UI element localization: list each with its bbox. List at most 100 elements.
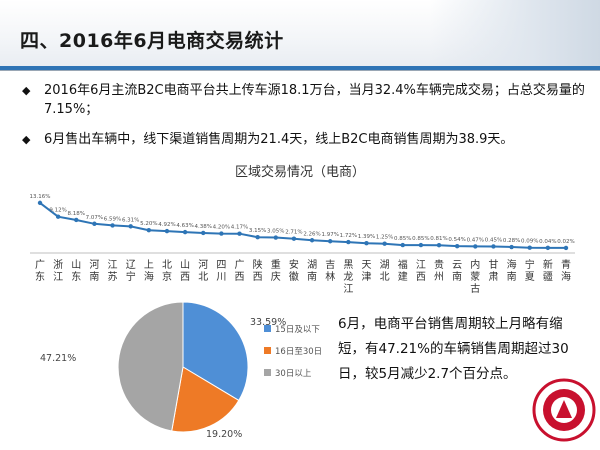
x-tick-label: 江西 <box>416 259 426 283</box>
data-label: 4.92% <box>158 222 175 228</box>
bullet-text-2: 6月售出车辆中，线下渠道销售周期为21.4天，线上B2C电商销售周期为38.9天… <box>44 132 514 147</box>
legend-swatch <box>264 325 271 332</box>
data-point <box>201 230 206 236</box>
pie-value-labels: 33.59% 19.20% 47.21% <box>40 317 286 440</box>
data-label: 1.97% <box>321 232 338 238</box>
data-label: 0.09% <box>521 239 538 245</box>
data-label: 0.54% <box>448 237 465 243</box>
x-tick-label: 江苏 <box>108 259 118 283</box>
pie-slice <box>117 301 184 432</box>
line-markers <box>37 200 569 251</box>
data-point <box>255 235 260 240</box>
data-point <box>454 243 460 249</box>
data-point <box>509 244 514 250</box>
university-seal-logo <box>532 378 596 442</box>
data-point <box>328 239 333 244</box>
x-tick-label: 海南 <box>507 258 517 283</box>
data-point <box>146 227 152 233</box>
header-decoration <box>430 0 600 66</box>
data-point <box>237 231 242 236</box>
data-label: 3.15% <box>249 228 266 234</box>
data-label: 0.02% <box>557 239 574 245</box>
data-point <box>74 217 79 223</box>
x-tick-label: 浙江 <box>53 259 63 283</box>
data-label: 0.81% <box>430 236 447 242</box>
data-point <box>436 243 442 248</box>
data-label: 0.47% <box>467 237 484 243</box>
data-label: 1.39% <box>358 234 375 240</box>
data-label: 13.16% <box>30 194 51 200</box>
x-tick-label: 四川 <box>216 260 226 283</box>
x-tick-label: 贵州 <box>434 258 444 283</box>
data-point <box>346 239 351 245</box>
data-point <box>400 242 405 248</box>
sales-cycle-pie-chart: 33.59% 19.20% 47.21% 15日及以下 16日至30日 30日以上 <box>40 301 322 440</box>
legend-swatch <box>264 369 271 376</box>
header-banner <box>0 0 600 66</box>
x-tick-label: 广东 <box>35 259 45 283</box>
data-point <box>491 244 496 249</box>
x-tick-label: 宁夏 <box>525 258 535 283</box>
data-label: 8.18% <box>68 211 85 217</box>
title-underline <box>0 66 600 70</box>
data-point <box>418 242 424 248</box>
data-label: 6.59% <box>104 216 121 222</box>
x-tick-label: 上海 <box>144 259 154 283</box>
page-title: 四、2016年6月电商交易统计 <box>20 30 284 52</box>
data-label: 0.28% <box>503 238 520 244</box>
legend-label: 15日及以下 <box>275 325 320 335</box>
line-x-tick-labels: 广东浙江山东河南江苏辽宁上海北京山西河北四川广西陕西重庆安徽湖南吉林黑龙江天津湖… <box>35 258 571 295</box>
data-point <box>473 244 478 249</box>
line-series <box>39 202 566 249</box>
data-point <box>219 231 224 236</box>
data-label: 4.38% <box>194 224 211 230</box>
data-point <box>110 223 115 228</box>
diamond-bullet-icon: ◆ <box>22 133 31 146</box>
x-tick-label: 甘肃 <box>488 258 498 283</box>
data-label: 2.71% <box>285 230 302 236</box>
x-tick-label: 湖南 <box>307 259 317 283</box>
x-tick-label: 河北 <box>198 259 208 283</box>
data-label: 4.17% <box>231 225 248 231</box>
data-label: 6.31% <box>122 217 139 223</box>
legend-label: 30日以上 <box>275 369 312 379</box>
pie-value-label: 33.59% <box>250 317 286 328</box>
series-line <box>39 202 566 249</box>
data-point <box>37 200 43 206</box>
x-tick-label: 新疆 <box>543 258 553 283</box>
x-tick-label: 内蒙古 <box>470 258 480 295</box>
x-tick-label: 福建 <box>398 258 408 283</box>
data-label: 4.20% <box>213 225 230 231</box>
pie-commentary: 6月，电商平台销售周期较上月略有缩短，有47.21%的车辆销售周期超过30日，较… <box>338 316 569 382</box>
x-tick-label: 陕西 <box>253 258 263 283</box>
data-point <box>273 235 278 240</box>
title-underline-thin <box>0 70 600 71</box>
data-label: 0.85% <box>394 236 411 242</box>
data-label: 1.25% <box>376 235 393 241</box>
line-chart-title: 区域交易情况（电商） <box>235 164 365 180</box>
pie-legend: 15日及以下 16日至30日 30日以上 <box>264 325 322 379</box>
bullet-item-2: ◆ 6月售出车辆中，线下渠道销售周期为21.4天，线上B2C电商销售周期为38.… <box>22 130 592 150</box>
x-tick-label: 吉林 <box>325 259 335 283</box>
x-tick-label: 北京 <box>162 259 172 283</box>
data-point <box>164 228 170 234</box>
x-tick-label: 山东 <box>71 259 81 283</box>
x-tick-label: 辽宁 <box>126 259 136 283</box>
data-label: 1.72% <box>340 233 357 239</box>
data-point <box>55 214 61 219</box>
data-label: 2.26% <box>303 231 320 237</box>
data-point <box>92 221 97 226</box>
data-point <box>309 238 315 243</box>
data-point <box>527 245 532 250</box>
x-tick-label: 安徽 <box>289 258 299 283</box>
pie-slice <box>171 366 240 433</box>
data-label: 0.85% <box>412 236 429 242</box>
data-point <box>563 245 569 251</box>
x-tick-label: 广西 <box>235 259 245 283</box>
data-point <box>128 224 133 229</box>
data-label: 0.45% <box>485 237 502 243</box>
pie-value-label: 47.21% <box>40 353 76 364</box>
x-tick-label: 黑龙江 <box>343 259 353 295</box>
data-label: 5.20% <box>140 221 157 227</box>
data-label: 9.12% <box>49 208 66 214</box>
